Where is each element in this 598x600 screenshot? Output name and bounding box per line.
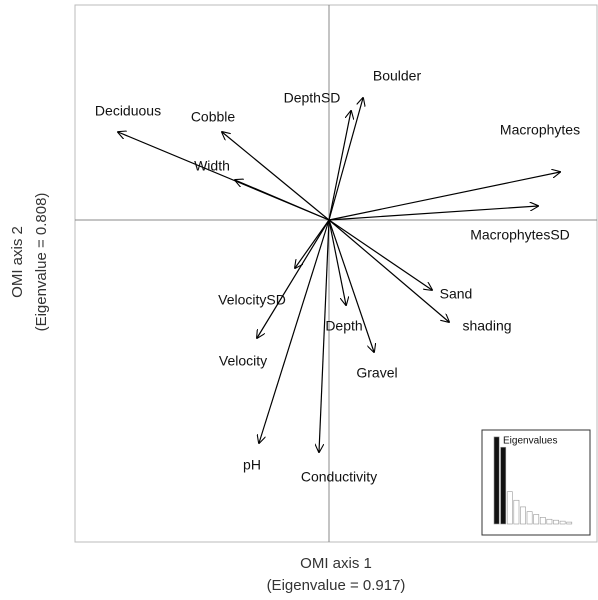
loading-arrow (328, 219, 432, 290)
loading-arrow (222, 132, 330, 221)
variable-label: Cobble (191, 109, 236, 125)
eigenvalue-bar (533, 514, 540, 525)
variable-label: DepthSD (284, 90, 341, 106)
loading-arrow (328, 172, 560, 221)
loading-arrow (295, 219, 330, 268)
loading-arrow (328, 98, 363, 221)
eigenvalue-bar (500, 446, 507, 525)
plot-frame (74, 4, 598, 543)
variable-label: Conductivity (301, 469, 377, 485)
eigenvalue-bar (526, 511, 533, 525)
variable-label: Macrophytes (500, 122, 580, 138)
loading-arrow (328, 219, 374, 352)
x-axis-label: OMI axis 1 (300, 555, 372, 572)
eigenvalue-bar (520, 506, 526, 525)
eigenvalue-bar (546, 518, 553, 525)
eigenvalue-bar (553, 519, 559, 525)
eigenvalue-bar (566, 521, 573, 525)
eigenvalue-bar (506, 491, 513, 525)
inset-title: Eigenvalues (503, 436, 557, 447)
variable-label: shading (462, 318, 511, 334)
variable-label: Width (194, 158, 230, 174)
variable-label: Boulder (373, 68, 422, 84)
loading-arrow (319, 219, 330, 452)
loading-arrow (328, 219, 346, 305)
eigenvalue-bar (513, 499, 520, 525)
eigenvalue-bar (493, 436, 500, 525)
variable-label: Depth (325, 318, 362, 334)
y-axis-label: (Eigenvalue = 0.808) (33, 193, 50, 332)
variable-label: MacrophytesSD (470, 227, 570, 243)
variable-label: Deciduous (95, 103, 161, 119)
loading-arrow (328, 219, 449, 322)
eigenvalue-bar (559, 520, 566, 525)
variable-label: pH (243, 457, 261, 473)
variable-label: Sand (440, 286, 473, 302)
x-axis-label: (Eigenvalue = 0.917) (267, 577, 406, 594)
loading-arrow (328, 206, 538, 221)
loading-arrow (259, 219, 330, 443)
variable-label: Gravel (356, 365, 397, 381)
loading-arrow (257, 219, 330, 338)
variable-label: Velocity (219, 353, 267, 369)
loading-arrow (328, 111, 351, 221)
eigenvalue-bar (539, 517, 546, 525)
loading-arrow (235, 180, 330, 221)
y-axis-label: OMI axis 2 (9, 226, 26, 298)
variable-label: VelocitySD (218, 292, 286, 308)
